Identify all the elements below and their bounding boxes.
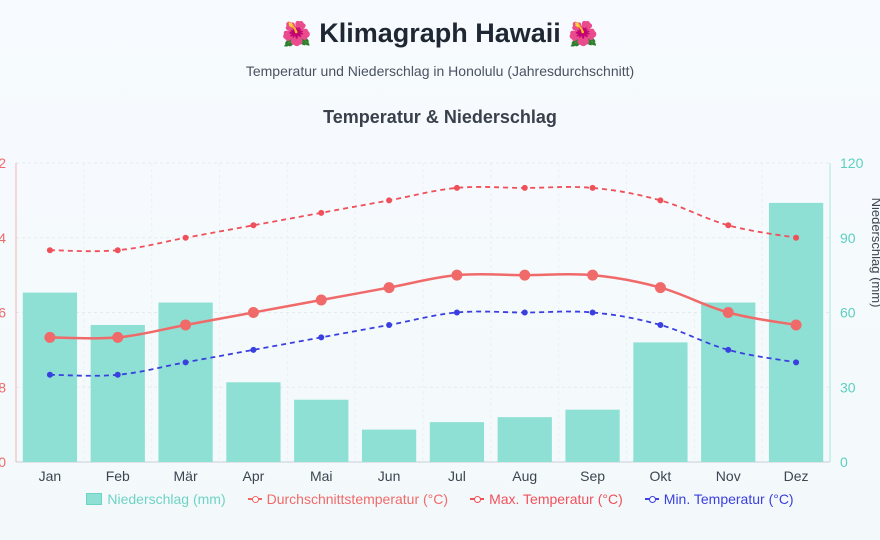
point-max-temp xyxy=(114,247,121,254)
point-min-temp xyxy=(182,359,189,366)
point-avg-temp xyxy=(315,294,327,306)
legend-label: Durchschnittstemperatur (°C) xyxy=(266,491,449,507)
x-axis-tick-label: Sep xyxy=(580,468,605,484)
left-axis-tick-label: 2 xyxy=(0,155,6,171)
page-title: 🌺 Klimagraph Hawaii 🌺 xyxy=(0,18,880,49)
point-min-temp xyxy=(793,359,800,366)
right-axis-title: Niederschlag (mm) xyxy=(869,198,880,308)
line-avg-temp xyxy=(49,272,797,340)
x-axis-tick-label: Jul xyxy=(448,468,466,484)
point-avg-temp xyxy=(247,307,259,318)
hibiscus-icon: 🌺 xyxy=(281,20,312,48)
bar-precipitation xyxy=(633,342,688,462)
chart-title: Temperatur & Niederschlag xyxy=(323,107,557,127)
point-min-temp xyxy=(46,371,53,378)
x-axis-tick-label: Mär xyxy=(174,468,198,484)
point-max-temp xyxy=(725,222,732,229)
x-axis-tick-label: Nov xyxy=(716,468,741,484)
point-max-temp xyxy=(521,184,528,191)
bar-precipitation xyxy=(565,409,620,462)
point-min-temp xyxy=(386,321,393,328)
chart-legend: Niederschlag (mm) Durchschnittstemperatu… xyxy=(0,491,880,507)
x-axis-tick-label: Apr xyxy=(243,468,265,484)
bar-precipitation xyxy=(768,202,824,462)
right-axis-tick-label: 30 xyxy=(840,379,856,395)
right-axis-tick-label: 60 xyxy=(840,305,856,321)
legend-swatch-line xyxy=(470,496,485,503)
point-avg-temp xyxy=(519,269,531,281)
bar-precipitation xyxy=(429,422,485,462)
bar-precipitation xyxy=(90,324,145,462)
point-max-temp xyxy=(657,197,664,204)
x-axis-tick-label: Jun xyxy=(378,468,401,484)
point-avg-temp xyxy=(654,282,666,294)
point-max-temp xyxy=(318,209,325,216)
point-avg-temp xyxy=(44,331,56,343)
x-axis-tick-label: Jan xyxy=(39,468,62,484)
x-axis-tick-label: Mai xyxy=(310,468,333,484)
legend-swatch-bar xyxy=(86,493,103,505)
point-max-temp xyxy=(589,184,596,191)
point-avg-temp xyxy=(383,282,395,294)
page-subtitle: Temperatur und Niederschlag in Honolulu … xyxy=(245,63,635,79)
left-axis-tick-label: 8 xyxy=(0,379,6,395)
x-axis-tick-label: Aug xyxy=(512,468,537,484)
x-axis-tick-label: Dez xyxy=(784,468,809,484)
right-axis-tick-label: 90 xyxy=(840,230,856,246)
x-axis-tick-label: Okt xyxy=(650,468,672,484)
legend-item-max-temp[interactable]: Max. Temperatur (°C) xyxy=(470,491,623,507)
point-max-temp xyxy=(46,247,53,254)
point-avg-temp xyxy=(180,319,192,331)
right-axis-tick-label: 0 xyxy=(840,454,848,470)
line-max-temp xyxy=(49,186,797,253)
left-axis-tick-label: 0 xyxy=(0,454,6,470)
point-min-temp xyxy=(725,346,732,353)
bar-precipitation xyxy=(497,417,552,462)
left-axis-tick-label: 6 xyxy=(0,305,6,321)
legend-label: Niederschlag (mm) xyxy=(107,491,226,507)
bar-precipitation xyxy=(701,302,756,462)
line-min-temp xyxy=(49,310,797,377)
point-max-temp xyxy=(182,234,189,241)
point-max-temp xyxy=(793,234,800,241)
legend-item-precipitation[interactable]: Niederschlag (mm) xyxy=(86,491,226,507)
point-avg-temp xyxy=(587,269,599,281)
point-avg-temp xyxy=(451,269,463,281)
legend-swatch-line xyxy=(247,496,262,503)
point-min-temp xyxy=(521,309,528,316)
legend-item-avg-temp[interactable]: Durchschnittstemperatur (°C) xyxy=(247,491,449,507)
page-title-text: Klimagraph Hawaii xyxy=(319,18,561,48)
legend-label: Max. Temperatur (°C) xyxy=(489,491,623,507)
point-max-temp xyxy=(250,222,257,229)
point-avg-temp xyxy=(790,319,802,331)
point-min-temp xyxy=(453,309,460,316)
x-axis-tick-label: Feb xyxy=(106,468,130,484)
bar-precipitation xyxy=(361,429,417,462)
legend-item-min-temp[interactable]: Min. Temperatur (°C) xyxy=(644,491,794,507)
point-avg-temp xyxy=(722,307,734,318)
point-min-temp xyxy=(318,334,325,341)
legend-label: Min. Temperatur (°C) xyxy=(663,491,794,507)
legend-swatch-line xyxy=(644,496,659,503)
point-min-temp xyxy=(589,309,596,316)
right-axis-tick-label: 120 xyxy=(840,155,864,171)
point-min-temp xyxy=(114,371,121,378)
hibiscus-icon: 🌺 xyxy=(568,20,599,48)
point-min-temp xyxy=(250,346,257,353)
bar-precipitation xyxy=(294,399,349,462)
bar-precipitation xyxy=(226,382,281,462)
point-max-temp xyxy=(453,184,460,191)
point-min-temp xyxy=(657,321,664,328)
point-avg-temp xyxy=(112,331,124,343)
point-max-temp xyxy=(386,197,393,204)
left-axis-tick-label: 4 xyxy=(0,230,6,246)
